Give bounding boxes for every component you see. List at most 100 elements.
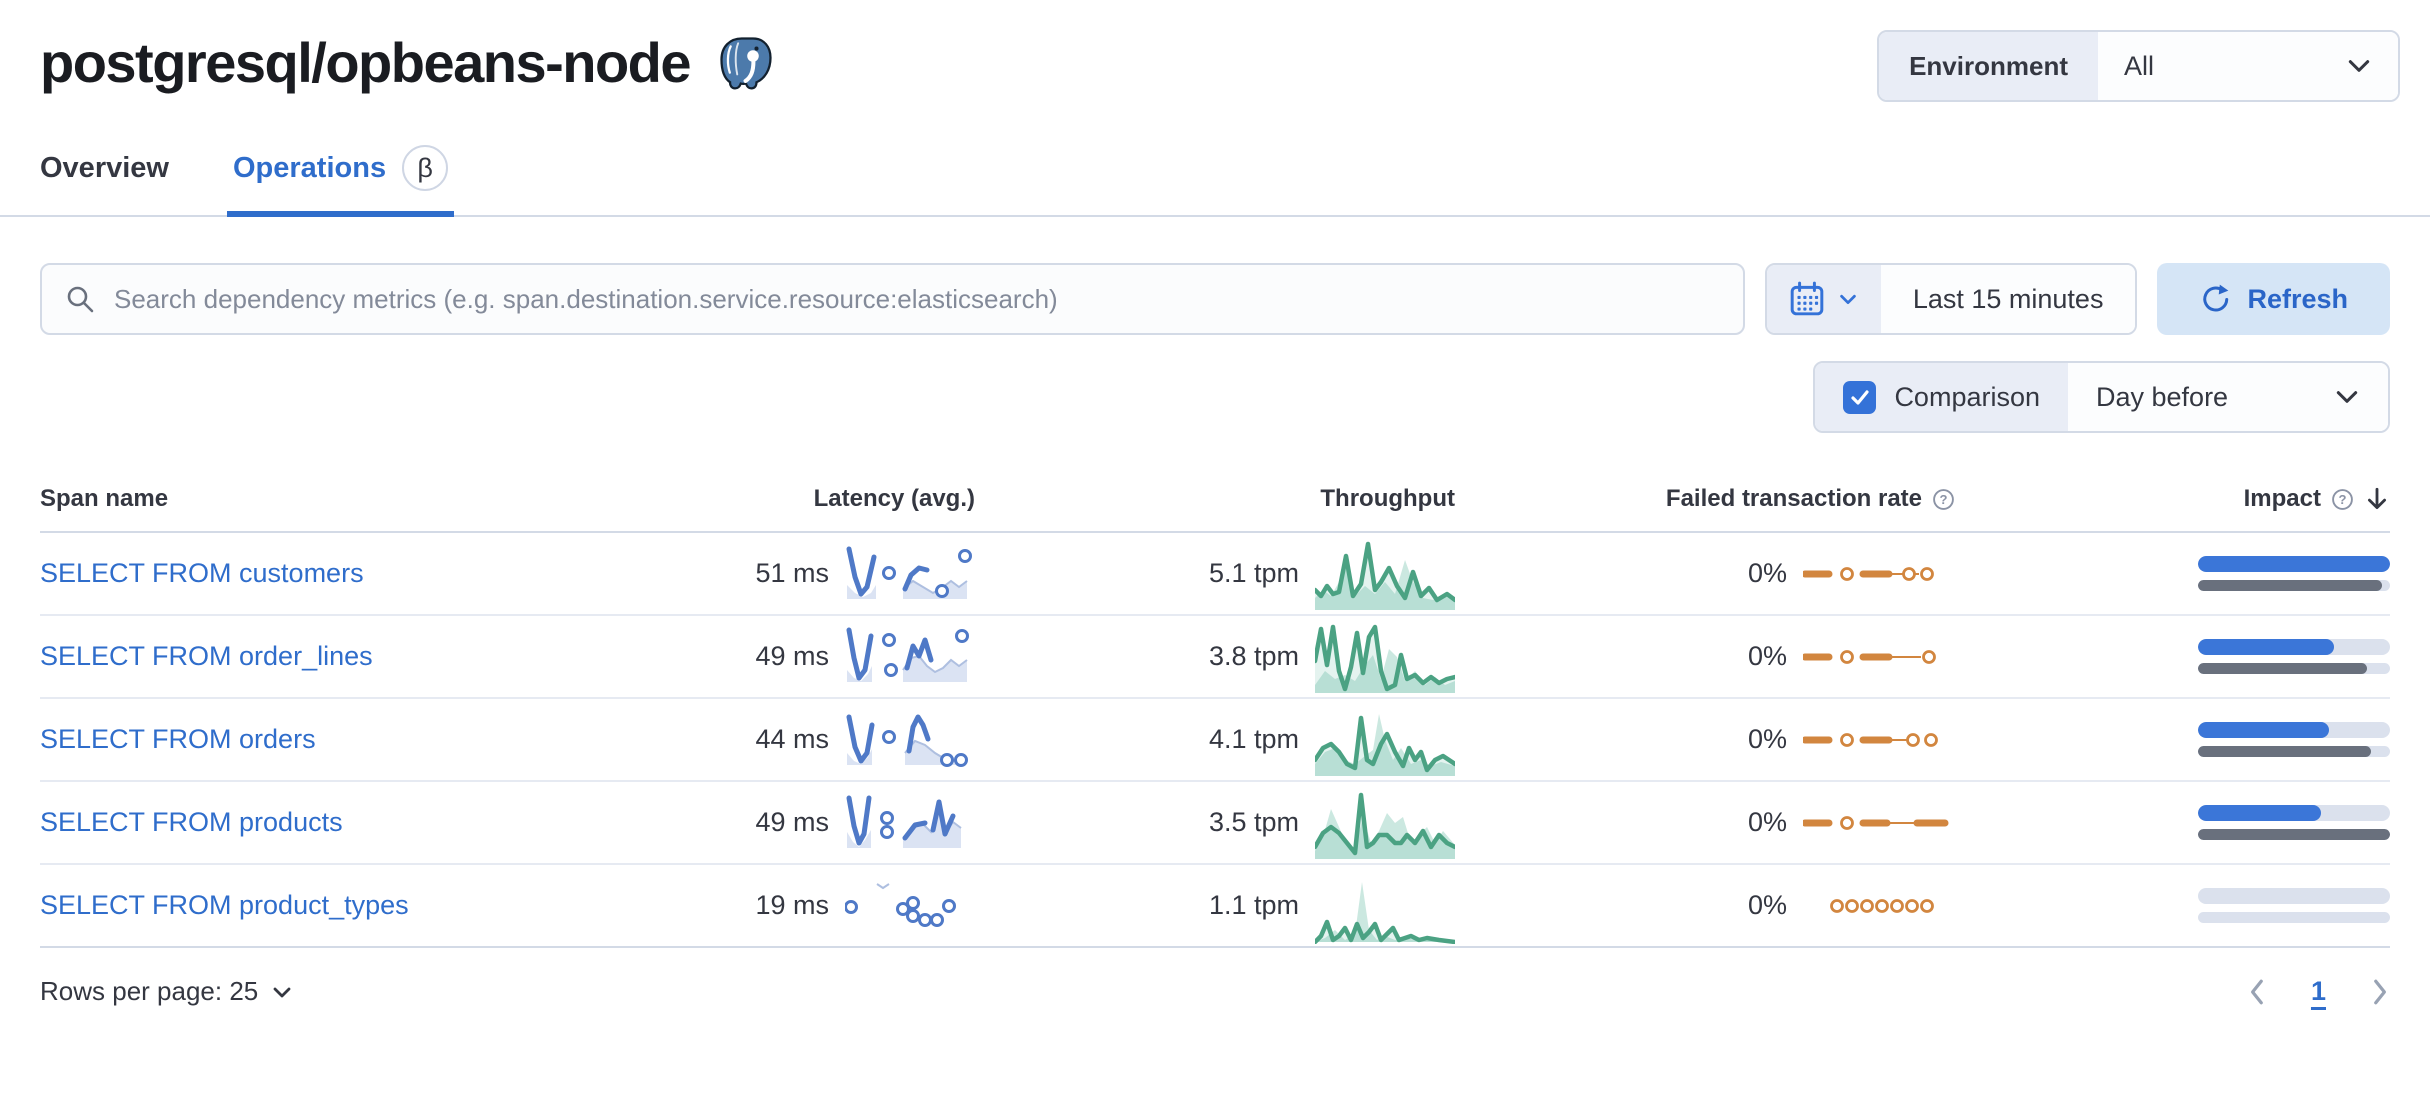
throughput-cell: 4.1 tpm [975,702,1455,778]
previous-page-button[interactable] [2247,978,2269,1006]
table-body: SELECT FROM customers 51 ms 5.1 tpm 0% S… [40,533,2390,948]
impact-bar-previous [2198,580,2390,591]
failed-rate-header-label: Failed transaction rate [1665,485,1922,512]
throughput-sparkline [1315,881,1455,944]
environment-selected-option: All [2124,50,2155,81]
span-name-cell: SELECT FROM order_lines [40,641,655,672]
latency-cell: 49 ms [655,626,975,688]
chevron-right-icon [2374,979,2386,1004]
failed-rate-cell: 0% [1455,890,1955,921]
throughput-value: 4.1 tpm [1208,724,1299,754]
time-range-label: Last 15 minutes [1912,283,2104,314]
span-name-cell: SELECT FROM customers [40,558,655,589]
search-box[interactable] [40,263,1745,335]
impact-cell [1955,888,2390,923]
environment-label: Environment [1879,32,2098,100]
failed-rate-value: 0% [1747,641,1787,671]
refresh-label: Refresh [2247,283,2348,314]
column-header-latency[interactable]: Latency (avg.) [655,485,975,513]
calendar-icon [1790,281,1824,316]
span-name-link[interactable]: SELECT FROM product_types [40,890,409,920]
time-range-button[interactable]: Last 15 minutes [1880,265,2136,333]
failed-rate-sparkline [1830,898,1934,913]
column-header-throughput[interactable]: Throughput [975,485,1455,513]
column-header-span-name[interactable]: Span name [40,485,655,513]
rows-per-page-label: Rows per page: 25 [40,976,259,1006]
tab-operations[interactable]: Operations β [226,145,455,217]
span-name-link[interactable]: SELECT FROM products [40,807,343,837]
comparison-checkbox[interactable] [1843,380,1877,414]
latency-sparkline [846,546,972,599]
next-page-button[interactable] [2368,978,2390,1006]
failed-rate-sparkline [1803,649,1936,664]
failed-rate-value: 0% [1747,807,1787,837]
throughput-header-label: Throughput [1320,485,1455,512]
table-row: SELECT FROM order_lines 49 ms 3.8 tpm 0% [40,616,2390,699]
postgresql-icon [718,35,774,91]
impact-cell [1955,722,2390,757]
failed-rate-cell: 0% [1455,807,1955,838]
impact-bar-previous [2198,663,2390,674]
column-header-impact[interactable]: Impact ? [1955,485,2390,513]
span-name-link[interactable]: SELECT FROM order_lines [40,641,373,671]
comparison-control: Comparison Day before [1813,361,2390,433]
failed-rate-sparkline [1803,815,1949,830]
throughput-value: 3.8 tpm [1208,641,1299,671]
latency-sparkline [846,627,969,682]
tab-overview[interactable]: Overview [40,145,169,215]
question-icon[interactable]: ? [1932,488,1955,511]
throughput-sparkline [1315,792,1455,859]
span-name-link[interactable]: SELECT FROM customers [40,558,364,588]
throughput-sparkline [1315,624,1455,693]
date-picker: Last 15 minutes [1764,263,2138,335]
table-footer: Rows per page: 25 1 [40,976,2390,1007]
tab-bar: Overview Operations β [0,145,2430,217]
environment-select[interactable]: Environment All [1877,30,2400,102]
failed-rate-cell: 0% [1455,724,1955,755]
latency-value: 44 ms [755,724,829,754]
comparison-select[interactable]: Day before [2068,363,2388,431]
impact-bar-current [2198,556,2390,572]
throughput-cell: 5.1 tpm [975,536,1455,612]
page-number[interactable]: 1 [2310,976,2326,1006]
checkmark-icon [1851,390,1869,405]
span-name-header-label: Span name [40,485,169,512]
impact-cell [1955,556,2390,591]
chevron-down-icon [2336,391,2358,403]
comparison-row: Comparison Day before [40,361,2390,433]
span-name-link[interactable]: SELECT FROM orders [40,724,316,754]
impact-bars [2198,805,2390,840]
comparison-checkbox-group[interactable]: Comparison [1815,363,2068,431]
impact-cell [1955,639,2390,674]
throughput-cell: 1.1 tpm [975,868,1455,944]
column-header-failed-rate[interactable]: Failed transaction rate ? [1455,485,1955,513]
toolbar: Last 15 minutes Refresh [40,263,2390,335]
search-input[interactable] [114,283,1721,315]
chevron-down-icon [2348,60,2370,72]
impact-bars [2198,722,2390,757]
throughput-value: 1.1 tpm [1208,890,1299,920]
pagination: 1 [2247,976,2390,1007]
date-quick-select-button[interactable] [1766,265,1881,333]
impact-header-label: Impact [2243,485,2321,512]
latency-cell: 49 ms [655,792,975,854]
span-name-cell: SELECT FROM products [40,807,655,838]
impact-bars [2198,556,2390,591]
chevron-left-icon [2250,979,2263,1004]
impact-bar-current [2198,722,2390,738]
latency-cell: 51 ms [655,543,975,605]
latency-sparkline [846,714,968,767]
impact-bar-previous [2198,829,2390,840]
failed-rate-cell: 0% [1455,641,1955,672]
refresh-button[interactable]: Refresh [2157,263,2390,335]
rows-per-page-button[interactable]: Rows per page: 25 [40,976,294,1007]
impact-bar-previous [2198,746,2390,757]
svg-text:?: ? [2339,492,2347,507]
environment-value[interactable]: All [2098,32,2398,100]
span-name-cell: SELECT FROM product_types [40,890,655,921]
chevron-down-icon [273,987,291,997]
tab-operations-label: Operations [232,151,387,184]
latency-cell: 44 ms [655,709,975,771]
throughput-value: 5.1 tpm [1208,558,1299,588]
question-icon[interactable]: ? [2331,488,2354,511]
